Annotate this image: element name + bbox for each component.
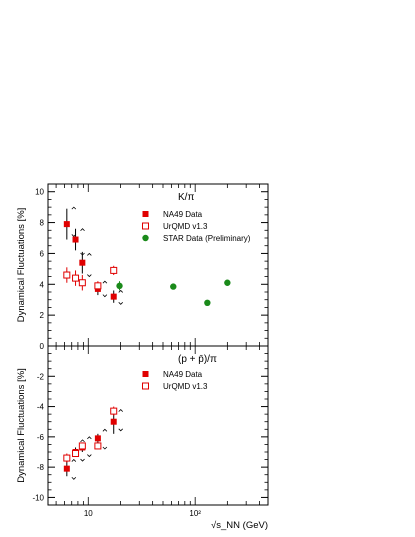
panel-p-pi: -10 -8 -6 -4 -2 Dynamical Fluctuations [%] (p … xyxy=(16,345,269,531)
sys-bracket xyxy=(118,428,124,432)
data-point xyxy=(110,407,118,415)
x-axis-label: √s_NN (GeV) xyxy=(211,520,268,531)
y-tick-label: -2 xyxy=(37,372,45,381)
legend-label: NA49 Data xyxy=(163,210,203,219)
panel-k-pi: 0 2 4 6 8 10 Dynamical Fluctuations [%] K/π NA49… xyxy=(16,183,269,351)
sys-bracket xyxy=(118,289,124,293)
data-point xyxy=(78,279,86,287)
panel-title: (p + p̄)/π xyxy=(178,354,217,365)
data-point xyxy=(224,279,231,286)
sys-bracket xyxy=(102,428,108,432)
data-point xyxy=(72,450,80,458)
data-point xyxy=(116,282,123,290)
y-tick-label: -6 xyxy=(37,433,45,442)
y-tick-label: 10 xyxy=(35,188,44,197)
y-tick-label: 4 xyxy=(40,280,45,289)
sys-bracket xyxy=(71,459,77,462)
data-point xyxy=(63,271,71,279)
sys-bracket xyxy=(80,458,85,462)
data-point xyxy=(63,454,71,462)
data-point xyxy=(94,435,101,442)
y-tick-label: 2 xyxy=(40,311,45,320)
data-point xyxy=(110,266,118,274)
data-point xyxy=(170,283,177,290)
legend-marker xyxy=(142,222,149,230)
series-open-square xyxy=(63,406,118,463)
data-point xyxy=(94,442,102,450)
sys-bracket xyxy=(102,446,108,450)
data-point xyxy=(63,465,70,472)
sys-bracket xyxy=(87,454,92,458)
sys-bracket xyxy=(102,294,108,298)
sys-bracket xyxy=(87,274,92,278)
plot-frame xyxy=(47,345,269,506)
sys-bracket xyxy=(118,409,124,412)
x-tick-label: 10 xyxy=(84,509,93,518)
series-filled-square xyxy=(63,206,124,305)
sys-bracket xyxy=(118,302,124,305)
legend-label: UrQMD v1.3 xyxy=(163,382,208,391)
sys-bracket xyxy=(102,280,108,284)
series-filled-circle xyxy=(116,279,231,306)
series-filled-square xyxy=(63,409,124,480)
legend-label: NA49 Data xyxy=(163,370,203,379)
panel-title: K/π xyxy=(178,192,194,203)
data-point xyxy=(110,293,117,300)
y-tick-label: -10 xyxy=(32,493,44,502)
series-open-square xyxy=(63,265,118,291)
legend-marker xyxy=(142,371,149,377)
sys-bracket xyxy=(80,439,85,443)
legend-label: UrQMD v1.3 xyxy=(163,222,208,231)
legend-marker xyxy=(142,234,149,242)
data-point xyxy=(78,442,86,450)
data-point xyxy=(72,236,79,243)
x-tick-label: 10² xyxy=(189,509,201,518)
sys-bracket xyxy=(87,252,92,256)
sys-bracket xyxy=(80,228,85,232)
legend-marker xyxy=(142,382,149,390)
data-point xyxy=(110,418,117,425)
sys-bracket xyxy=(87,436,92,440)
legend-label: STAR Data (Preliminary) xyxy=(163,234,251,243)
sys-bracket xyxy=(71,206,77,210)
data-point xyxy=(72,274,80,282)
data-point xyxy=(79,259,86,266)
y-tick-label: 6 xyxy=(40,249,45,258)
y-tick-label: -8 xyxy=(37,463,45,472)
legend-marker xyxy=(142,211,149,217)
data-point xyxy=(63,221,70,228)
data-point xyxy=(94,282,102,290)
sys-bracket xyxy=(71,476,77,480)
data-point xyxy=(204,299,211,306)
y-axis-label: Dynamical Fluctuations [%] xyxy=(16,208,27,323)
y-tick-label: -4 xyxy=(37,403,45,412)
y-tick-label: 8 xyxy=(40,219,45,228)
y-axis-label: Dynamical Fluctuations [%] xyxy=(16,368,27,483)
y-tick-label: 0 xyxy=(40,342,45,351)
